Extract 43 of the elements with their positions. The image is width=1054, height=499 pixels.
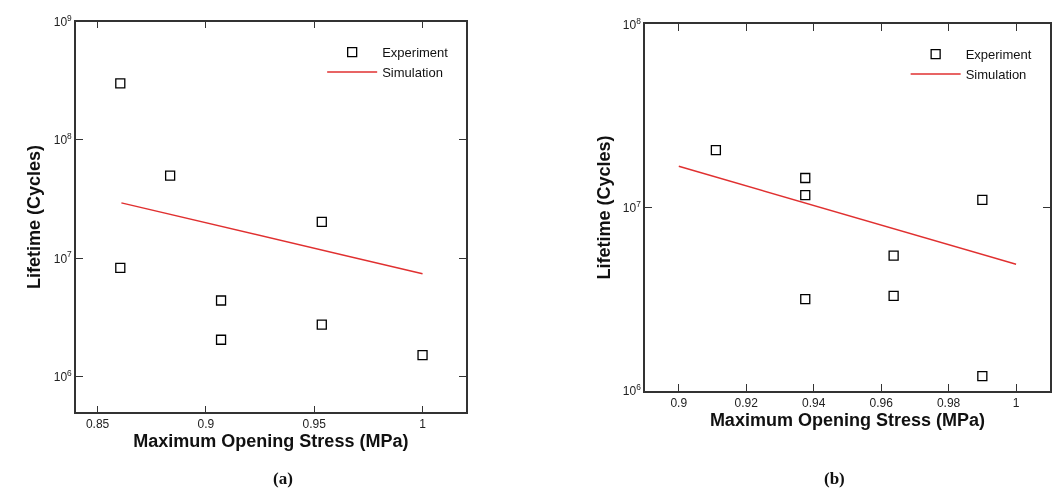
y-tick-label: 10$^{7}$ bbox=[53, 249, 73, 266]
legend-label: Experiment bbox=[965, 47, 1032, 63]
text: (b) bbox=[824, 469, 845, 488]
x-tick-label: 1 bbox=[419, 417, 427, 432]
y-tick-label: 10$^{6}$ bbox=[53, 367, 73, 384]
x-tick-label: 0.92 bbox=[734, 395, 759, 410]
point bbox=[977, 370, 988, 382]
x-axis-title: Maximum Opening Stress (MPa) bbox=[133, 431, 409, 452]
y-tick-label: 10$^{6}$ bbox=[622, 381, 642, 398]
x-tick-label: 0.85 bbox=[85, 417, 110, 432]
y-axis-title: Lifetime (Cycles) bbox=[593, 135, 614, 280]
y-tick-label: 10$^{8}$ bbox=[622, 15, 642, 32]
point bbox=[977, 194, 988, 206]
legend-label: Simulation bbox=[965, 67, 1027, 83]
point bbox=[215, 295, 227, 306]
x-tick-label: 0.95 bbox=[302, 417, 327, 432]
y-tick-label: 10$^{9}$ bbox=[53, 12, 73, 29]
point bbox=[215, 334, 227, 345]
x-tick-label: 0.98 bbox=[936, 395, 961, 410]
x-tick-label: 0.9 bbox=[670, 395, 688, 410]
legend-label: Simulation bbox=[382, 65, 443, 81]
y-axis-title: Lifetime (Cycles) bbox=[24, 144, 45, 289]
x-tick-label: 1 bbox=[1012, 395, 1020, 410]
x-tick-label: 0.96 bbox=[869, 395, 894, 410]
legend-label: Experiment bbox=[382, 45, 449, 61]
y-tick-label: 10$^{7}$ bbox=[622, 198, 642, 215]
y-tick-label: 10$^{8}$ bbox=[53, 131, 73, 148]
point bbox=[417, 350, 428, 361]
x-tick-label: 0.9 bbox=[197, 417, 215, 432]
point bbox=[316, 319, 327, 330]
point bbox=[800, 172, 811, 184]
point bbox=[888, 290, 899, 302]
point bbox=[115, 262, 126, 274]
point bbox=[164, 170, 176, 181]
point bbox=[888, 250, 899, 261]
point bbox=[800, 189, 811, 201]
point bbox=[800, 293, 811, 305]
x-tick-label: 0.94 bbox=[802, 395, 826, 410]
point bbox=[710, 144, 722, 156]
point bbox=[115, 78, 126, 89]
x-axis-title: Maximum Opening Stress (MPa) bbox=[709, 409, 985, 430]
point bbox=[316, 216, 327, 228]
text: (a) bbox=[273, 469, 293, 488]
